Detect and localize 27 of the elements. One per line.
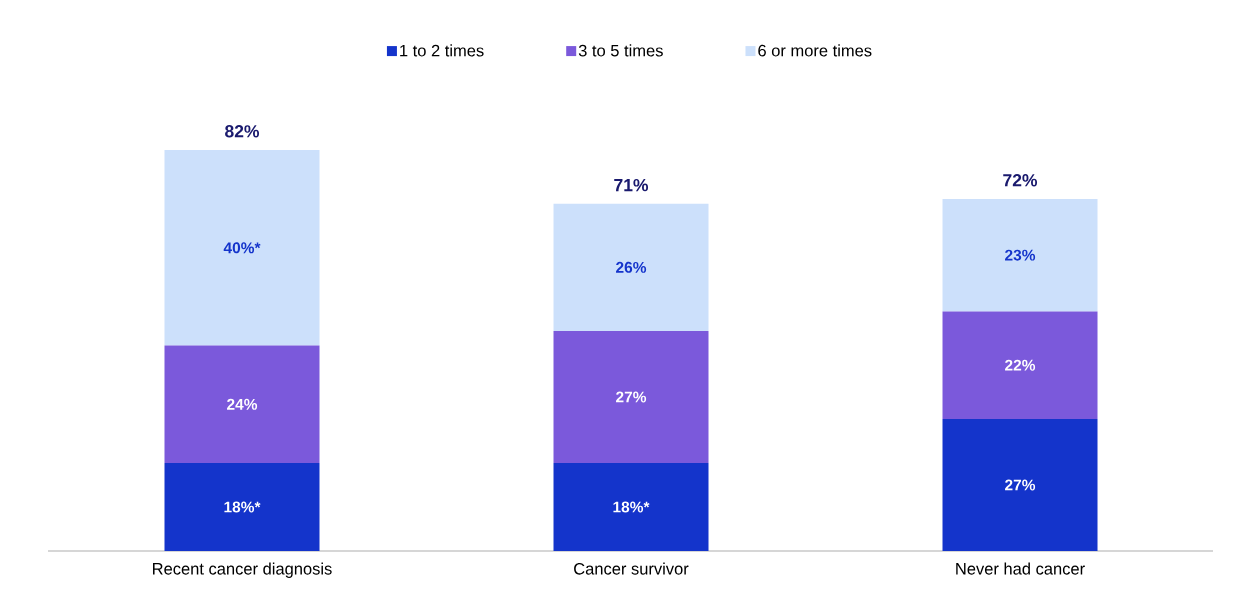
bar [942, 311, 1098, 419]
bar [942, 418, 1098, 551]
legend-label: 1 to 2 times [400, 44, 484, 57]
x-tick-label: Cancer survivor [574, 562, 689, 575]
x-tick-label: Never had cancer [956, 562, 1085, 575]
legend-label: 3 to 5 times [578, 44, 663, 57]
bar [164, 345, 320, 463]
bar [553, 203, 709, 331]
bar [553, 330, 709, 463]
x-tick-label: Recent cancer diagnosis [153, 562, 332, 578]
data-label: 18%* [224, 501, 261, 513]
total-label: 82% [225, 125, 260, 138]
data-label: 26% [616, 261, 647, 273]
legend-label: 6 or more times [758, 44, 872, 57]
data-label: 40%* [223, 242, 261, 254]
bar [164, 149, 320, 346]
data-label: 22% [1005, 359, 1036, 371]
total-label: 72% [1003, 174, 1038, 187]
bar [942, 198, 1098, 312]
data-label: 23% [1005, 249, 1036, 261]
total-label: 71% [614, 178, 649, 192]
data-label: 24% [227, 398, 258, 410]
data-label: 18%* [613, 501, 650, 513]
data-label: 27% [1005, 479, 1036, 491]
bar [164, 462, 320, 551]
data-label: 27% [616, 391, 647, 403]
bar [553, 462, 709, 551]
